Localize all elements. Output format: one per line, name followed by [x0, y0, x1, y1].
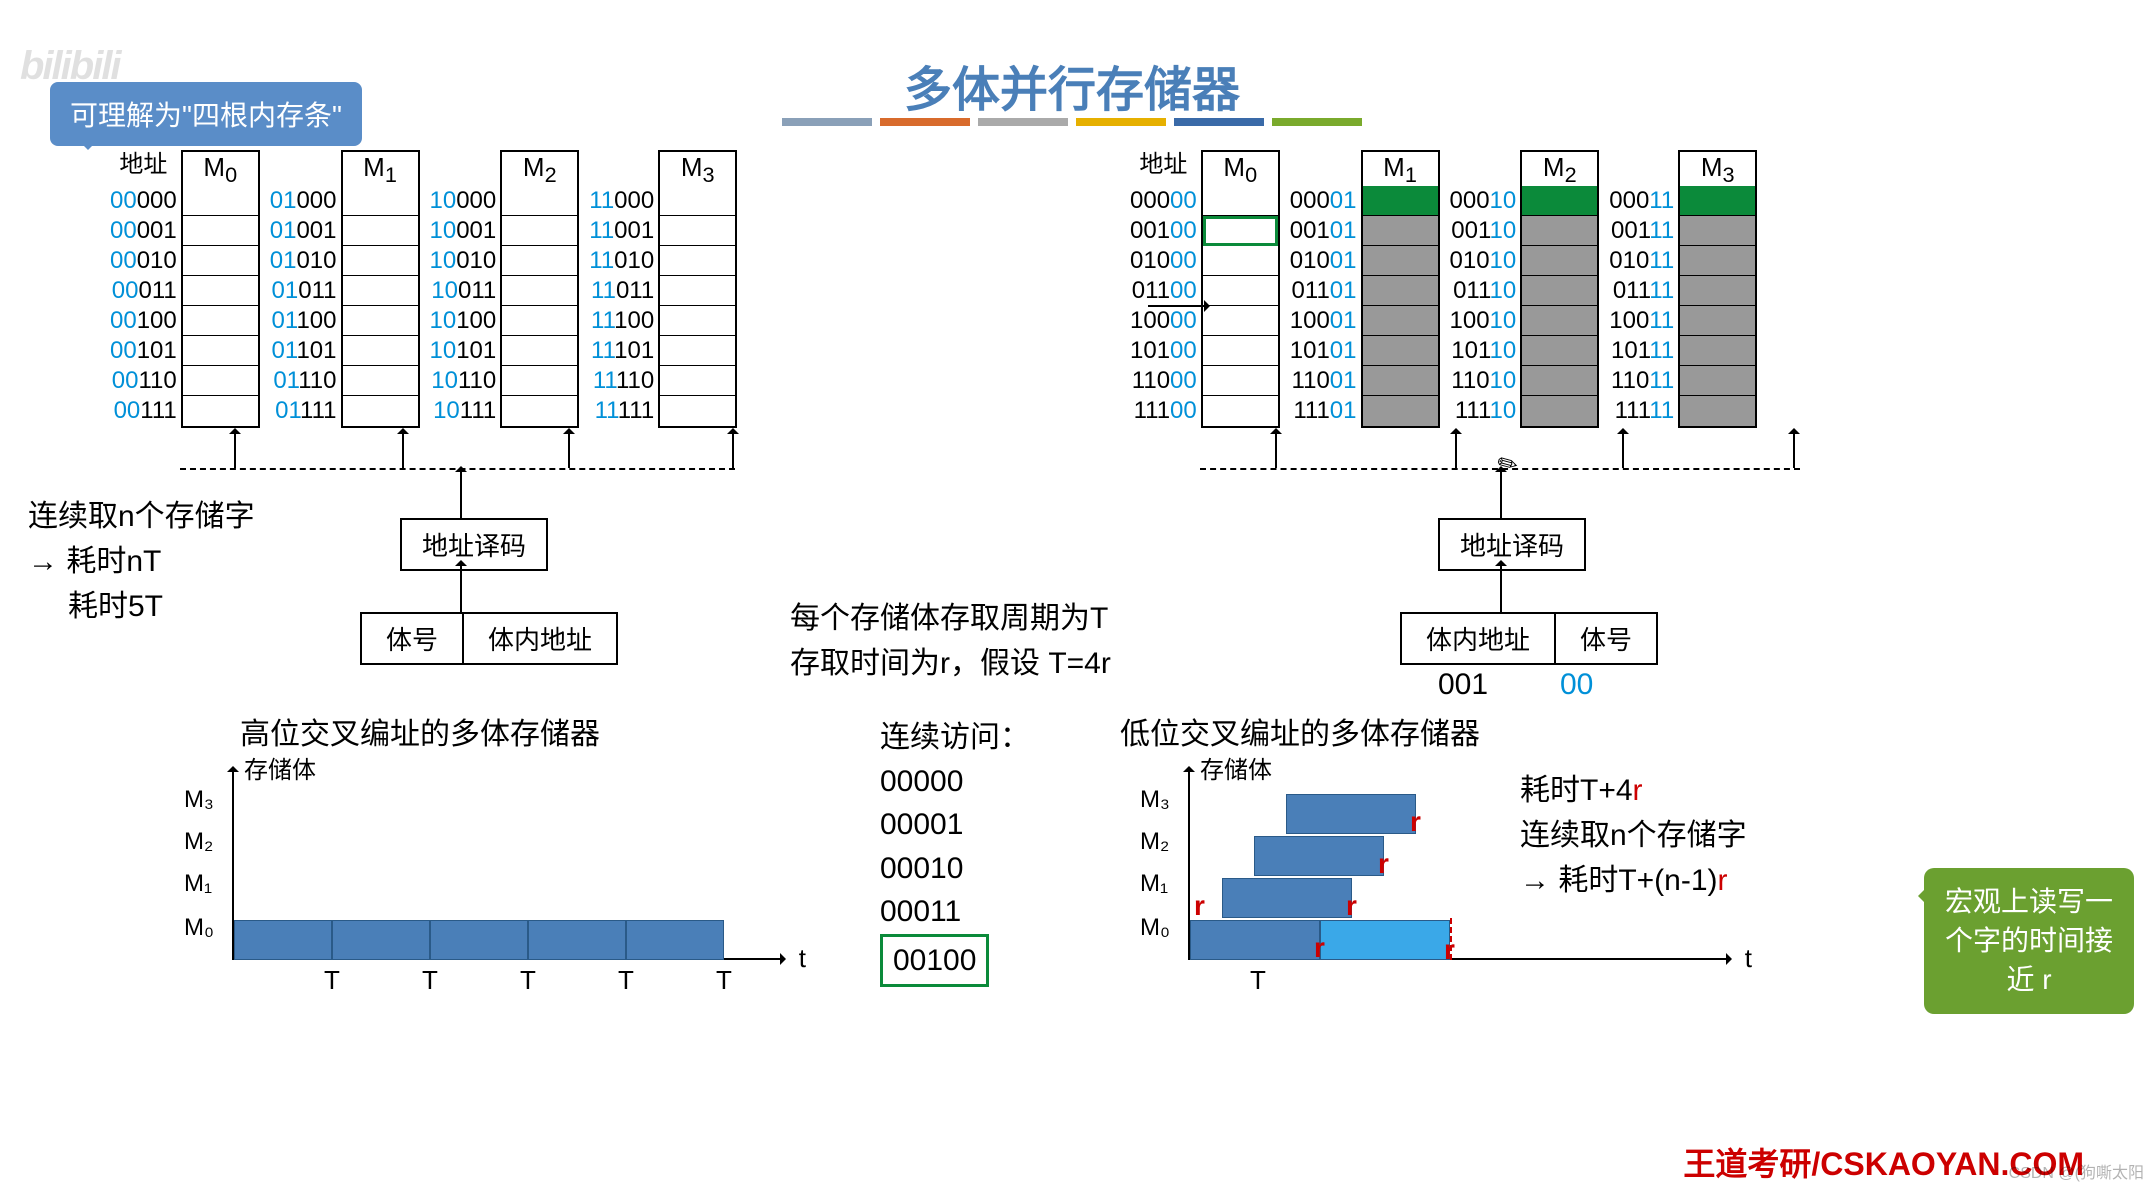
chart-right-title: 低位交叉编址的多体存储器 [1120, 712, 1480, 757]
tooltip-right: 宏观上读写一个字的时间接近 r [1924, 868, 2134, 1014]
chart-left: 存储体 M₃ M₂ M₁ M₀ T T T T T t [232, 770, 782, 960]
right-banks: 地址00000001000100001100100001010011000111… [1130, 150, 1767, 428]
left-text: 连续取n个存储字 耗时nT 耗时5T [28, 494, 255, 629]
split-left: 体号 体内地址 [360, 612, 618, 665]
title-underline [782, 118, 1362, 126]
split-right-val2: 00 [1560, 662, 1593, 707]
right-formulas: 耗时T+4r 连续取n个存储字 → 耗时T+(n-1)r [1520, 768, 1747, 903]
split-right: 体内地址 体号 [1400, 612, 1658, 665]
split-right-val1: 001 [1438, 662, 1488, 707]
center-text: 每个存储体存取周期为T 存取时间为r，假设 T=4r [790, 596, 1111, 686]
pencil-icon: ✎ [1492, 447, 1524, 482]
decoder-right: 地址译码 [1438, 518, 1586, 571]
arrow-to-right [1148, 305, 1208, 307]
decoder-left: 地址译码 [400, 518, 548, 571]
left-banks: 地址00000000010001000011001000010100110001… [110, 150, 747, 428]
page-title: 多体并行存储器 [904, 50, 1240, 120]
csdn-watermark: CSDN @(狗嘶太阳 [2009, 1159, 2144, 1183]
seq-list: 连续访问： 00000 00001 00010 00011 00100 [880, 716, 1030, 987]
tooltip-left: 可理解为"四根内存条" [50, 82, 362, 146]
